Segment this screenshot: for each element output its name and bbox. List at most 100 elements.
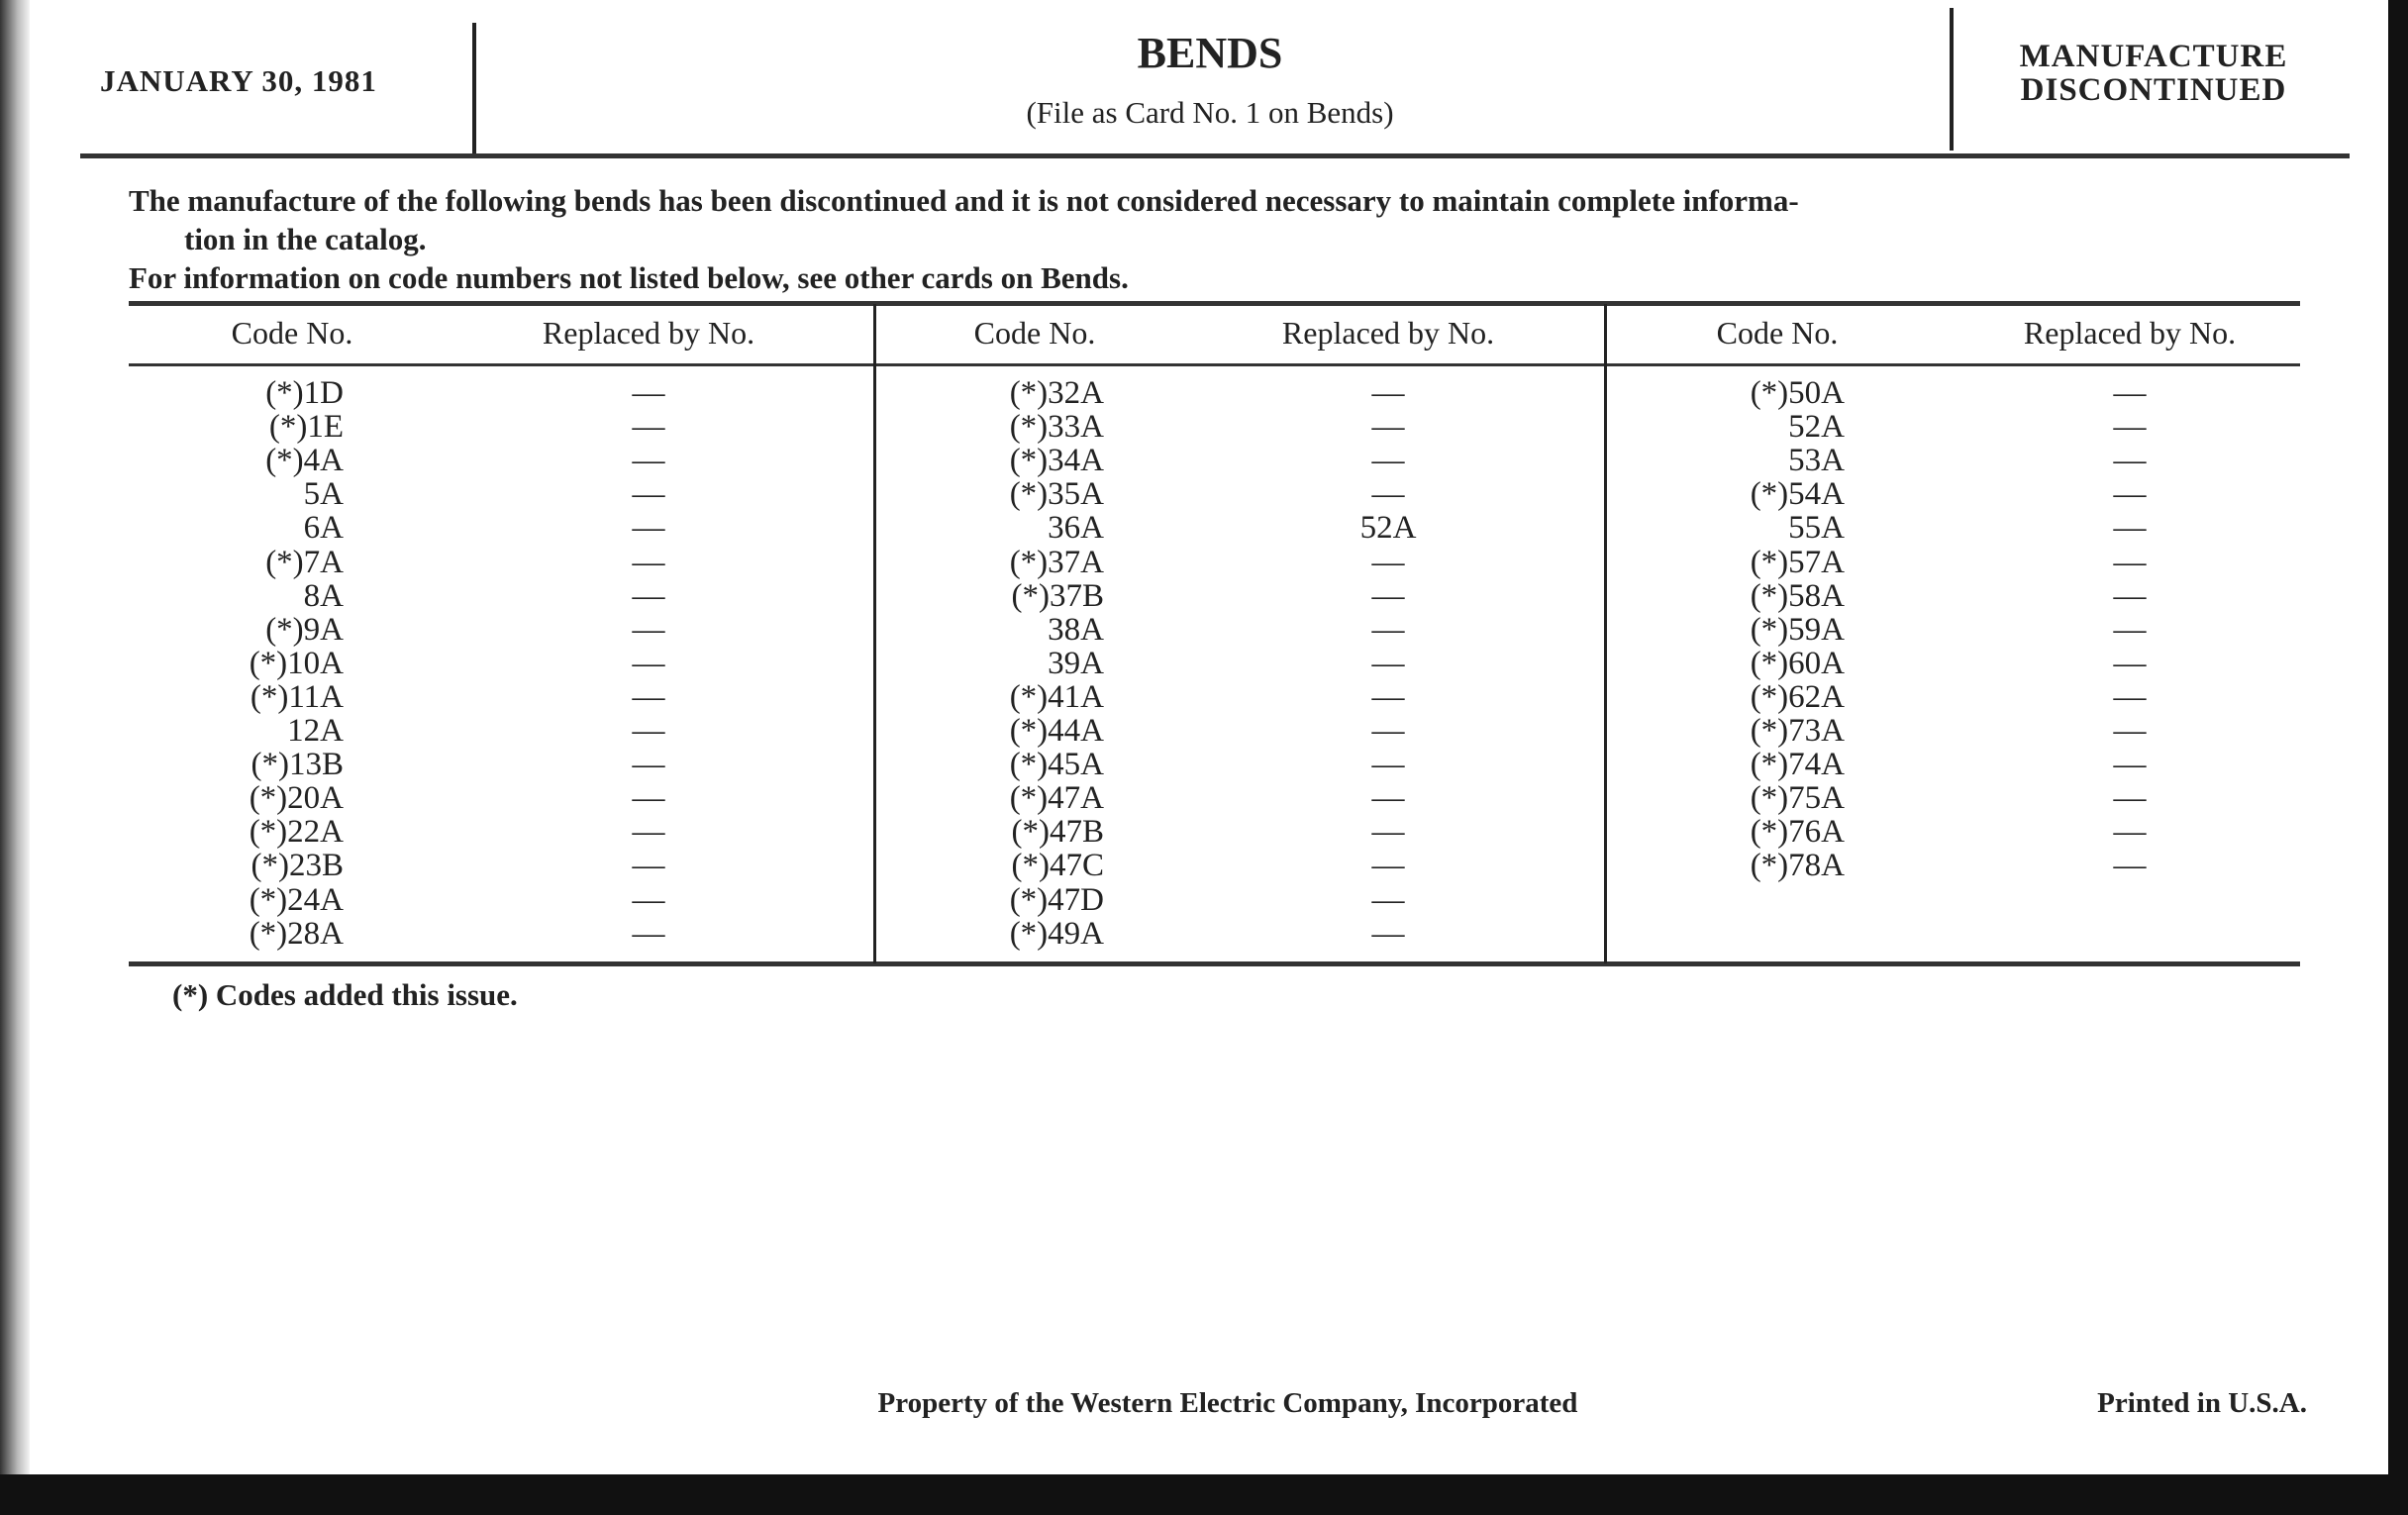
column-divider (1604, 304, 1607, 963)
code-number: 36A (1048, 510, 1104, 547)
column-header-replaced: Replaced by No. (2023, 315, 2237, 351)
code-number: (*)22A (249, 814, 344, 851)
replaced-by-number: — (2113, 476, 2147, 513)
replaced-by-number: — (2113, 814, 2147, 851)
replaced-by-number: — (2113, 678, 2147, 715)
replaced-by-number: — (2113, 645, 2147, 681)
code-number: 53A (1788, 443, 1845, 479)
column-header-replaced: Replaced by No. (1281, 315, 1495, 351)
code-number: (*)23B (251, 848, 345, 884)
replaced-by-number: — (1371, 747, 1405, 783)
code-number: (*)47A (1009, 780, 1104, 817)
table-bottom-rule (129, 961, 2300, 966)
code-number: 39A (1048, 645, 1104, 681)
code-number: (*)49A (1009, 915, 1104, 952)
code-number: (*)10A (249, 645, 344, 681)
code-number: 38A (1048, 611, 1104, 648)
replaced-by-number: — (2113, 577, 2147, 614)
code-number: (*)74A (1750, 747, 1845, 783)
code-number: (*)57A (1750, 544, 1845, 580)
code-number: (*)20A (249, 780, 344, 817)
replaced-by-number: — (2113, 510, 2147, 547)
intro-line-3: For information on code numbers not list… (129, 260, 1129, 295)
replaced-by-number: — (632, 881, 665, 918)
code-number: (*)54A (1750, 476, 1845, 513)
scan-edge-bottom (0, 1474, 2408, 1515)
table-header-rule (129, 363, 2300, 366)
code-number: 55A (1788, 510, 1845, 547)
code-number: (*)44A (1009, 713, 1104, 749)
code-number: (*)41A (1009, 678, 1104, 715)
replaced-by-number: — (632, 780, 665, 817)
code-number: 5A (303, 476, 344, 513)
footer-property: Property of the Western Electric Company… (877, 1387, 1578, 1419)
replaced-by-number: — (632, 678, 665, 715)
column-header-code: Code No. (973, 315, 1096, 351)
issue-date: JANUARY 30, 1981 (100, 63, 377, 98)
replaced-by-number: — (1371, 544, 1405, 580)
replaced-by-number: — (1371, 577, 1405, 614)
replaced-by-number: — (1371, 915, 1405, 952)
intro-line-2: tion in the catalog. (184, 222, 427, 256)
replaced-by-number: — (1371, 780, 1405, 817)
code-number: 8A (303, 577, 344, 614)
replaced-by-number: — (632, 510, 665, 547)
replaced-by-number: — (2113, 544, 2147, 580)
code-number: (*)9A (265, 611, 344, 648)
replaced-by-number: — (1371, 881, 1405, 918)
replaced-by-number: — (2113, 375, 2147, 411)
replaced-by-number: — (632, 577, 665, 614)
replaced-by-number: — (1371, 848, 1405, 884)
code-number: (*)47D (1009, 881, 1104, 918)
code-number: (*)73A (1750, 713, 1845, 749)
code-number: (*)45A (1009, 747, 1104, 783)
header-divider-right (1950, 8, 1954, 151)
status-label: MANUFACTURE DISCONTINUED (1965, 40, 2342, 107)
code-number: (*)35A (1009, 476, 1104, 513)
code-number: (*)24A (249, 881, 344, 918)
replaced-by-number: — (1371, 814, 1405, 851)
replaced-by-number: — (1371, 713, 1405, 749)
page-title: BENDS (1137, 29, 1283, 77)
replaced-by-number: — (632, 611, 665, 648)
replaced-by-number: — (632, 409, 665, 446)
scan-edge-right (2388, 0, 2408, 1515)
code-number: (*)37A (1009, 544, 1104, 580)
replaced-by-number: — (1371, 375, 1405, 411)
code-number: (*)32A (1009, 375, 1104, 411)
replaced-by-number: — (632, 544, 665, 580)
code-number: (*)62A (1750, 678, 1845, 715)
code-number: (*)13B (251, 747, 345, 783)
replaced-by-number: — (2113, 747, 2147, 783)
replaced-by-number: — (632, 814, 665, 851)
code-number: (*)7A (265, 544, 344, 580)
status-line-1: MANUFACTURE (2019, 39, 2288, 74)
code-number: (*)78A (1750, 848, 1845, 884)
replaced-by-number: — (2113, 611, 2147, 648)
replaced-by-number: — (1371, 409, 1405, 446)
code-number: (*)33A (1009, 409, 1104, 446)
replaced-by-number: — (2113, 780, 2147, 817)
replaced-by-number: — (1371, 678, 1405, 715)
code-number: (*)4A (265, 443, 344, 479)
replaced-by-number: 52A (1359, 510, 1417, 547)
code-number: (*)59A (1750, 611, 1845, 648)
code-number: 12A (287, 713, 344, 749)
replaced-by-number: — (2113, 713, 2147, 749)
code-number: (*)50A (1750, 375, 1845, 411)
replaced-by-number: — (632, 645, 665, 681)
code-number: (*)1E (268, 409, 344, 446)
code-number: 6A (303, 510, 344, 547)
code-number: (*)28A (249, 915, 344, 952)
header-divider-left (472, 23, 476, 156)
column-header-code: Code No. (1716, 315, 1839, 351)
replaced-by-number: — (2113, 443, 2147, 479)
scan-edge-left (0, 0, 30, 1474)
code-number: (*)47B (1011, 814, 1105, 851)
header-rule (80, 153, 2350, 158)
code-number: (*)34A (1009, 443, 1104, 479)
replaced-by-number: — (632, 476, 665, 513)
intro-line-1: The manufacture of the following bends h… (129, 183, 1799, 218)
footnote: (*) Codes added this issue. (172, 977, 518, 1012)
code-number: (*)11A (250, 678, 344, 715)
